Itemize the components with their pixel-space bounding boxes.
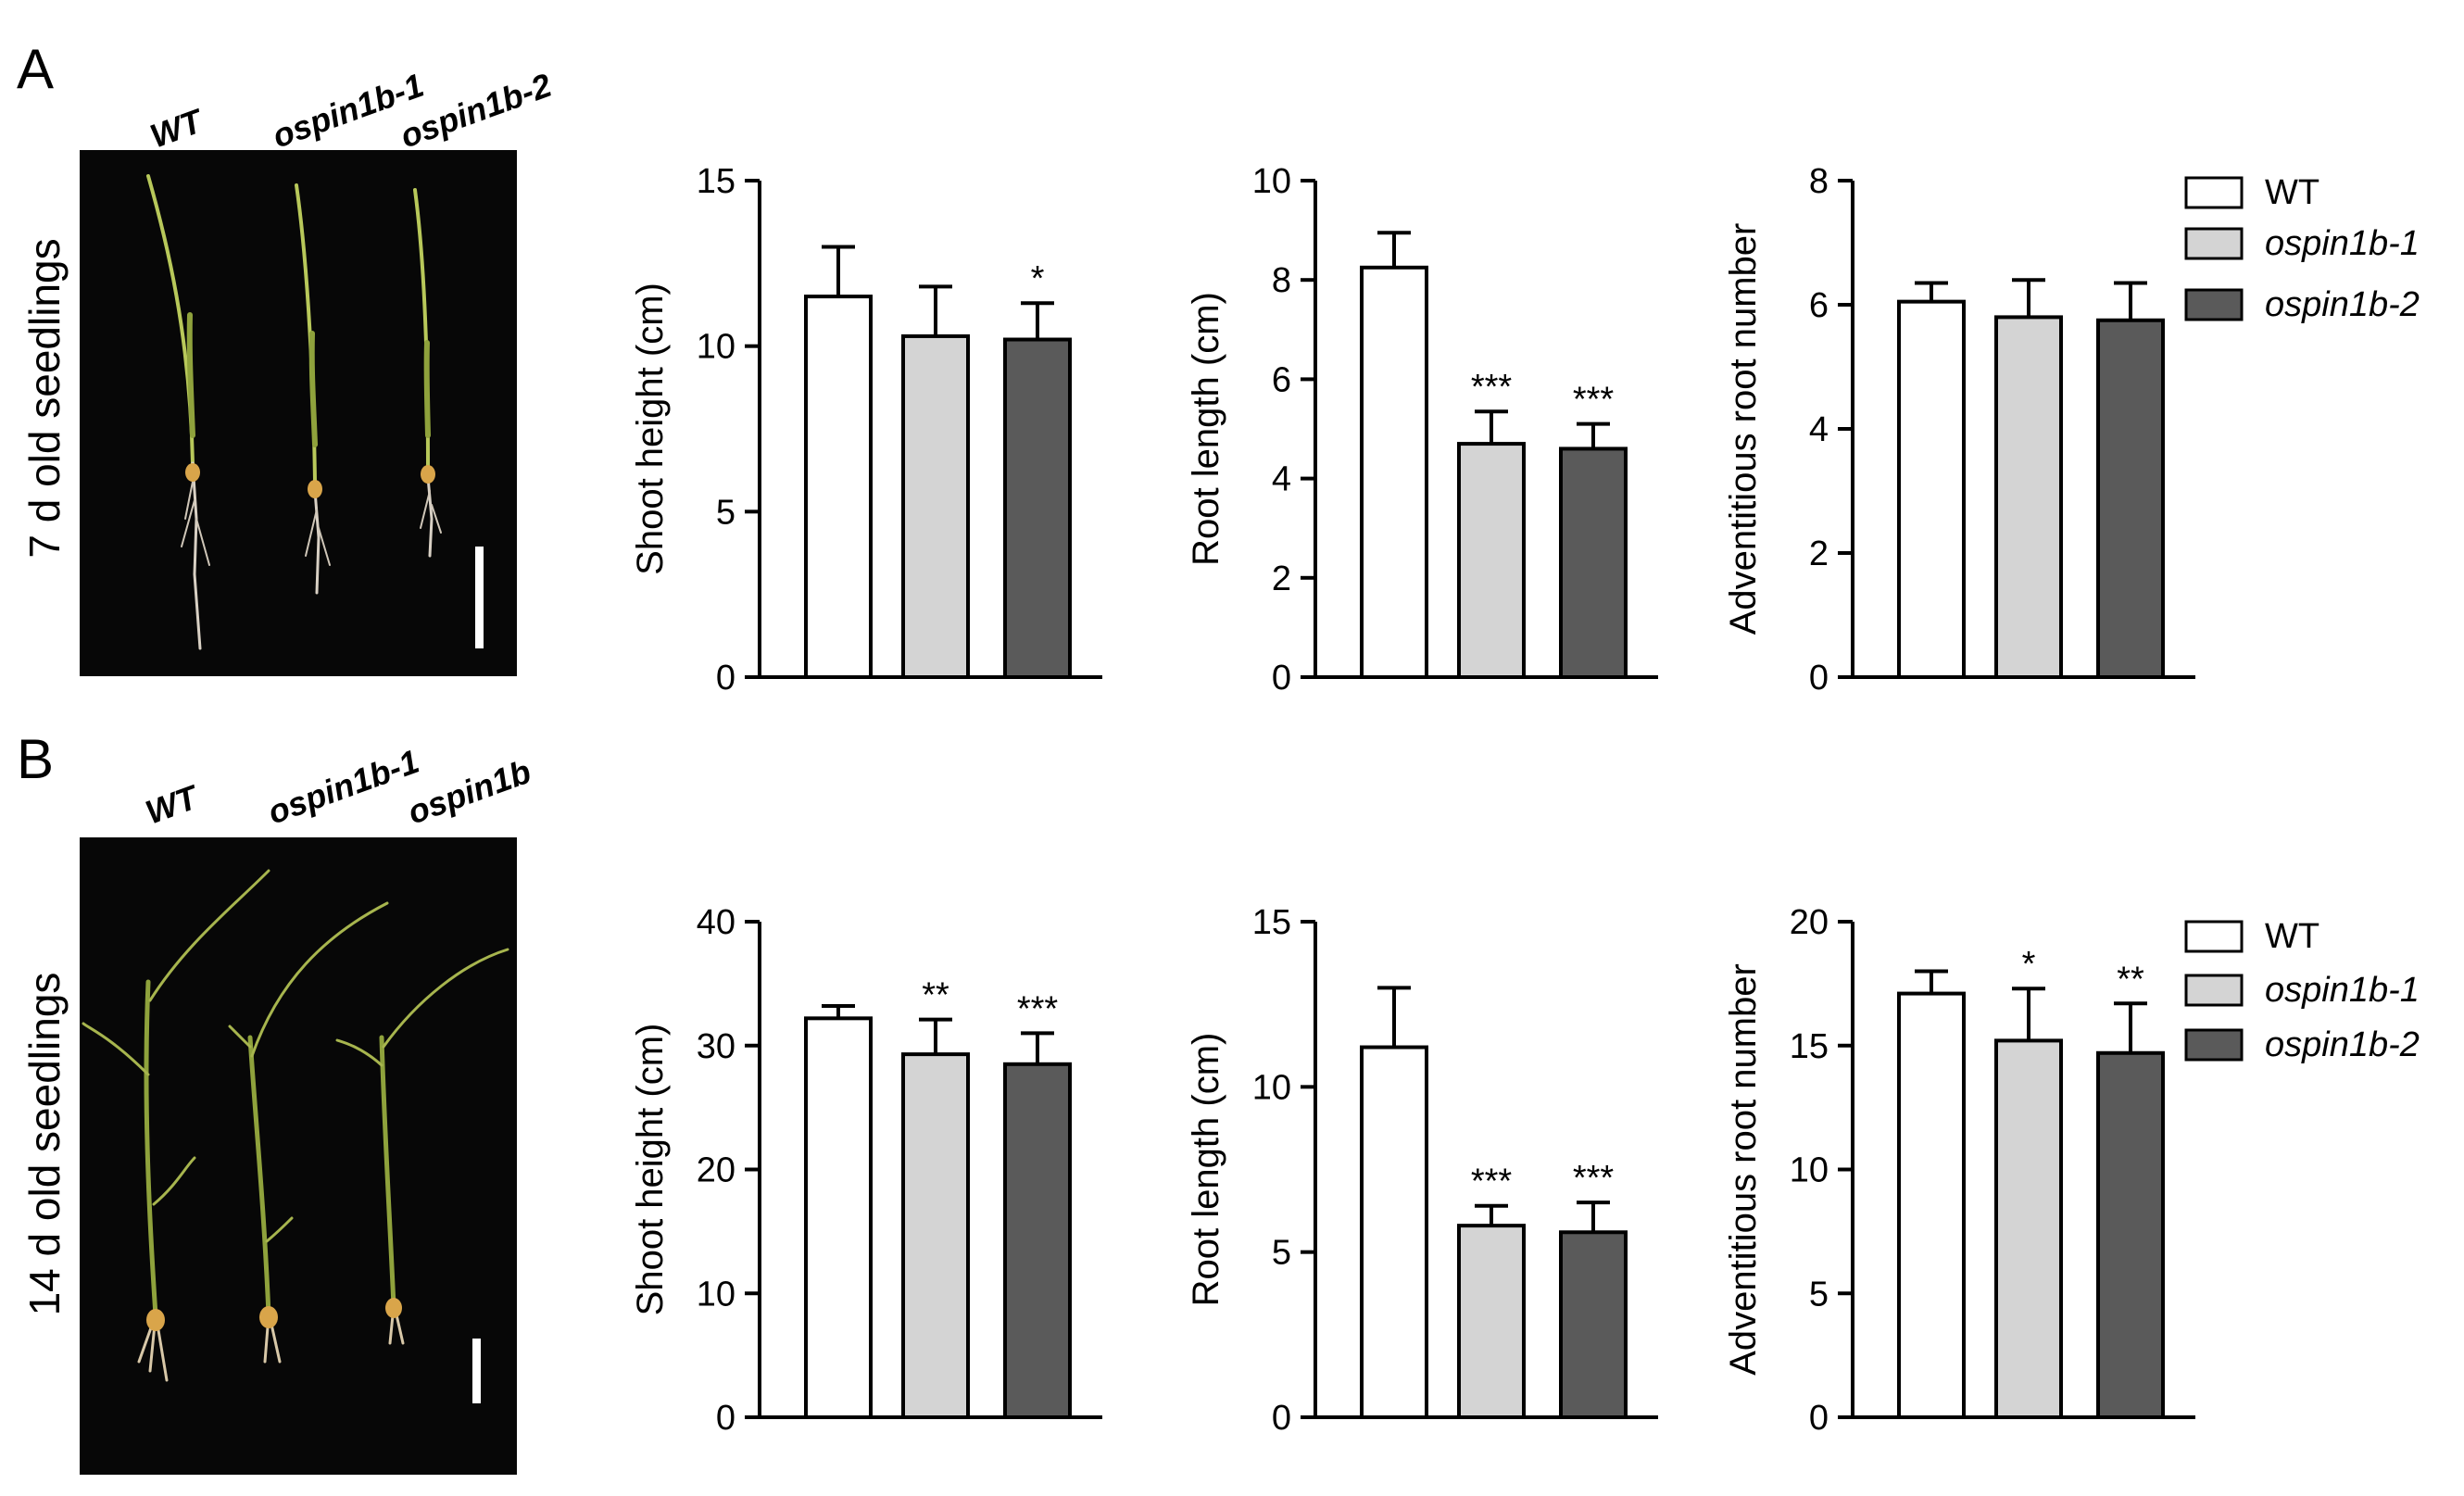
significance-label: * bbox=[2022, 945, 2036, 984]
chart-a-3: Adventitious root number 0 2 4 6 8 bbox=[1723, 162, 2195, 698]
scale-bar-b bbox=[472, 1339, 481, 1403]
y-tick-label: 15 bbox=[1252, 903, 1291, 942]
legend-a: WT ospin1b-1 ospin1b-2 bbox=[2184, 173, 2420, 324]
y-tick-label: 0 bbox=[1272, 659, 1291, 698]
seedling-photo-a bbox=[80, 150, 517, 676]
y-axis-label: Shoot height (cm) bbox=[630, 1024, 671, 1316]
bar-charts: Shoot height (cm) 0 5 10 15 * Root length (cm)… bbox=[630, 162, 2195, 1438]
bar-1 bbox=[804, 295, 873, 679]
y-tick-label: 4 bbox=[1272, 460, 1291, 499]
y-tick-label: 0 bbox=[716, 659, 735, 698]
significance-label: *** bbox=[1017, 989, 1059, 1028]
y-tick-label: 5 bbox=[1272, 1234, 1291, 1273]
y-axis-label: Root length (cm) bbox=[1186, 1033, 1226, 1307]
y-axis-label: Root length (cm) bbox=[1186, 292, 1226, 566]
bar-2 bbox=[1457, 442, 1526, 679]
y-tick-label: 0 bbox=[716, 1399, 735, 1438]
bar-3 bbox=[2096, 318, 2165, 679]
bar-3 bbox=[1003, 1062, 1072, 1419]
significance-label: ** bbox=[922, 976, 949, 1015]
bar-2 bbox=[901, 1052, 970, 1420]
y-tick-label: 10 bbox=[697, 1275, 735, 1314]
bar-2 bbox=[1457, 1224, 1526, 1419]
y-tick-label: 10 bbox=[697, 328, 735, 367]
significance-label: *** bbox=[1573, 1159, 1615, 1198]
chart-b-2: Root length (cm) 0 5 10 15 *** *** bbox=[1186, 903, 1658, 1438]
seedling-photo-b bbox=[80, 837, 517, 1475]
y-tick-label: 5 bbox=[716, 493, 735, 532]
row-label-a: 7 d old seedlings bbox=[20, 238, 69, 558]
y-tick-label: 10 bbox=[1252, 162, 1291, 201]
significance-label: *** bbox=[1573, 381, 1615, 420]
bar-3 bbox=[1559, 446, 1628, 679]
bar-3 bbox=[2096, 1050, 2165, 1420]
y-tick-label: 15 bbox=[1790, 1027, 1829, 1066]
bar-2 bbox=[901, 333, 970, 679]
y-tick-label: 2 bbox=[1809, 534, 1829, 573]
bar-1 bbox=[804, 1016, 873, 1419]
bar-3 bbox=[1003, 337, 1072, 679]
legend-b-label-ospin1b-1: ospin1b-1 bbox=[2265, 971, 2420, 1010]
photo-b-label-3: ospin1b bbox=[403, 752, 536, 832]
y-tick-label: 30 bbox=[697, 1027, 735, 1066]
y-tick-label: 6 bbox=[1809, 286, 1829, 325]
y-tick-label: 8 bbox=[1809, 162, 1829, 201]
legend-b-label-wt: WT bbox=[2265, 917, 2319, 956]
photo-b-label-1: WT bbox=[141, 777, 205, 832]
y-tick-label: 0 bbox=[1809, 1399, 1829, 1438]
legend-a-label-wt: WT bbox=[2265, 173, 2319, 212]
y-tick-label: 4 bbox=[1809, 410, 1829, 449]
legend-b-label-ospin1b-2: ospin1b-2 bbox=[2265, 1025, 2420, 1064]
significance-label: *** bbox=[1471, 1163, 1513, 1201]
row-label-b: 14 d old seedlings bbox=[20, 973, 69, 1316]
panel-letter-b: B bbox=[17, 728, 54, 790]
legend-b-swatch-ospin1b-2 bbox=[2184, 1028, 2244, 1062]
legend-a-swatch-ospin1b-1 bbox=[2184, 227, 2244, 260]
legend-b: WT ospin1b-1 ospin1b-2 bbox=[2184, 917, 2420, 1064]
photo-b-label-2: ospin1b-1 bbox=[263, 742, 424, 832]
y-tick-label: 10 bbox=[1252, 1068, 1291, 1107]
chart-a-2: Root length (cm) 0 2 4 6 8 10 *** *** bbox=[1186, 162, 1658, 698]
bar-1 bbox=[1360, 265, 1428, 679]
panel-letter-a: A bbox=[17, 38, 54, 100]
legend-b-swatch-ospin1b-1 bbox=[2184, 974, 2244, 1007]
y-tick-label: 20 bbox=[697, 1151, 735, 1190]
y-axis-label: Adventitious root number bbox=[1723, 223, 1764, 635]
bar-2 bbox=[1994, 315, 2063, 679]
y-tick-label: 2 bbox=[1272, 559, 1291, 598]
y-axis-label: Shoot height (cm) bbox=[630, 283, 671, 575]
legend-a-label-ospin1b-2: ospin1b-2 bbox=[2265, 285, 2420, 324]
legend-a-swatch-wt bbox=[2184, 176, 2244, 209]
y-tick-label: 8 bbox=[1272, 261, 1291, 300]
y-tick-label: 0 bbox=[1272, 1399, 1291, 1438]
y-tick-label: 0 bbox=[1809, 659, 1829, 698]
chart-a-1: Shoot height (cm) 0 5 10 15 * bbox=[630, 162, 1102, 698]
legend-a-label-ospin1b-1: ospin1b-1 bbox=[2265, 224, 2420, 263]
y-tick-label: 6 bbox=[1272, 360, 1291, 399]
photo-a-label-1: WT bbox=[145, 101, 209, 156]
y-tick-label: 15 bbox=[697, 162, 735, 201]
significance-label: * bbox=[1031, 259, 1045, 298]
y-tick-label: 40 bbox=[697, 903, 735, 942]
legend-a-swatch-ospin1b-2 bbox=[2184, 288, 2244, 321]
bar-1 bbox=[1897, 299, 1966, 679]
y-axis-label: Adventitious root number bbox=[1723, 963, 1764, 1376]
bar-1 bbox=[1897, 991, 1966, 1419]
bar-3 bbox=[1559, 1230, 1628, 1420]
scale-bar-a bbox=[475, 547, 484, 648]
bar-1 bbox=[1360, 1045, 1428, 1419]
y-tick-label: 10 bbox=[1790, 1151, 1829, 1190]
bar-2 bbox=[1994, 1038, 2063, 1420]
legend-b-swatch-wt bbox=[2184, 920, 2244, 953]
significance-label: ** bbox=[2117, 960, 2144, 999]
y-tick-label: 20 bbox=[1790, 903, 1829, 942]
y-tick-label: 5 bbox=[1809, 1275, 1829, 1314]
significance-label: *** bbox=[1471, 368, 1513, 407]
